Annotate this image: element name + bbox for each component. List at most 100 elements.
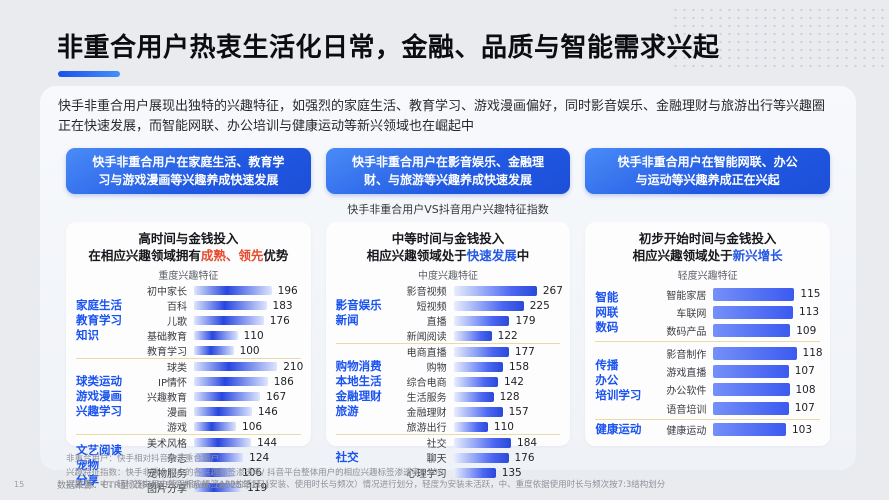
bar bbox=[453, 300, 524, 311]
page-number: 15 bbox=[14, 480, 25, 489]
banner-line: 快手非重合用户在影音娱乐、金融理 bbox=[352, 155, 545, 170]
bar bbox=[453, 437, 512, 448]
chart-panel: 高时间与金钱投入 在相应兴趣领域拥有成熟、领先优势 重度兴趣特征 家庭生活 教育学习 知识… bbox=[66, 222, 311, 495]
bar-value: 179 bbox=[515, 314, 536, 327]
bar-track: 100 bbox=[194, 345, 301, 357]
bar-label: 健康运动 bbox=[666, 426, 707, 438]
bar-value: 115 bbox=[800, 288, 821, 301]
bar-row: 数码产品 109 bbox=[657, 323, 820, 338]
subtitle-segment: 在相应兴趣领域拥有 bbox=[88, 247, 201, 263]
footnote: 兴趣重、中、轻标签由用户使用相应标签APP的活跃（安装、使用时长与频次）情况进行… bbox=[66, 480, 666, 491]
bar-value: 196 bbox=[277, 284, 298, 297]
bar bbox=[194, 483, 242, 493]
bar-row: 直播 179 bbox=[398, 313, 561, 329]
chart-panel: 中等时间与金钱投入 相应兴趣领域处于快速发展中 中度兴趣特征 影音娱乐 新闻 影音视频 26… bbox=[325, 222, 571, 480]
bar-value: 267 bbox=[542, 284, 563, 297]
bar-row: 游戏 106 bbox=[138, 419, 301, 435]
banner-family-education: 快手非重合用户在家庭生活、教育学 习与游戏漫画等兴趣养成快速发展 bbox=[66, 148, 311, 195]
interest-group: 传播 办公 培训学习 影音制作 118 游戏直播 107 办公软件 108 语音培训 107 bbox=[595, 341, 823, 419]
bar-label: 购物 bbox=[426, 363, 447, 375]
interest-group: 智能 网联 数码 智能家居 115 车联网 113 数码产品 109 bbox=[595, 283, 820, 341]
bar-value: 210 bbox=[283, 360, 304, 373]
group-rows: 美术风格 144 杂志 124 宠物服务 106 图片分享 119 bbox=[138, 435, 301, 496]
bar-value: 113 bbox=[799, 306, 820, 319]
panel-title: 中等时间与金钱投入 bbox=[391, 231, 505, 247]
bar-row: 车联网 113 bbox=[657, 305, 820, 320]
bar bbox=[194, 346, 234, 356]
bar bbox=[453, 421, 488, 432]
group-rows: 初中家长 196 百科 183 儿歌 176 基础教育 110 教育学习 100 bbox=[138, 283, 301, 359]
group-label-line: 球类运动 bbox=[76, 374, 122, 389]
bar-value: 158 bbox=[508, 360, 529, 373]
panel-subtitle: 相应兴趣领域处于快速发展中 bbox=[336, 248, 561, 265]
bar-track: 146 bbox=[194, 406, 301, 418]
bar-track: 179 bbox=[453, 314, 561, 327]
bar-value: 106 bbox=[242, 466, 263, 479]
bar bbox=[194, 422, 237, 432]
data-source: 数据来源：CTR星汉移动用户分析系统（2025年1月） bbox=[57, 481, 275, 491]
bar-track: 176 bbox=[453, 452, 561, 464]
group-label: 文艺阅读 宠物 分享 bbox=[76, 435, 138, 495]
bar bbox=[713, 346, 797, 360]
bar bbox=[194, 377, 268, 387]
bar-value: 183 bbox=[272, 299, 293, 312]
bar-row: 初中家长 196 bbox=[138, 283, 301, 299]
bar-track: 119 bbox=[194, 482, 301, 494]
bar-row: 电商直播 177 bbox=[398, 344, 561, 360]
panel-subtitle: 在相应兴趣领域拥有成熟、领先优势 bbox=[76, 248, 301, 265]
bar-row: 心理学习 135 bbox=[398, 465, 561, 481]
banner-line: 快手非重合用户在智能网联、办公 bbox=[617, 155, 798, 170]
interest-group: 健康运动 健康运动 103 bbox=[595, 418, 821, 439]
bar-value: 124 bbox=[249, 451, 270, 464]
bar-track: 118 bbox=[713, 346, 823, 360]
bar bbox=[453, 330, 492, 341]
group-label: 智能 网联 数码 bbox=[595, 283, 657, 341]
bar-value: 107 bbox=[794, 365, 815, 378]
bar-label: 语音培训 bbox=[666, 404, 707, 416]
panel-body: 影音娱乐 新闻 影音视频 267 短视频 225 直播 179 新闻阅读 122 购物消费 本地生活金… bbox=[335, 283, 563, 481]
group-label-line: 兴趣学习 bbox=[76, 404, 122, 419]
subtitle-segment: 成熟、领先 bbox=[200, 247, 264, 263]
bar-label: 宠物服务 bbox=[147, 469, 187, 481]
banner-line: 与运动等兴趣养成正在兴起 bbox=[635, 173, 780, 188]
bar-row: 杂志 124 bbox=[138, 450, 301, 466]
bar-row: 综合电商 142 bbox=[398, 374, 561, 390]
bar-label: 短视频 bbox=[416, 302, 447, 314]
bar bbox=[453, 315, 510, 326]
group-rows: 社交 184 聊天 176 心理学习 135 bbox=[398, 435, 561, 481]
page-title: 非重合用户热衷生活化日常，金融、品质与智能需求兴起 bbox=[57, 33, 720, 63]
bar-row: 基础教育 110 bbox=[138, 328, 301, 344]
group-label-line: 分享 bbox=[76, 472, 99, 487]
interest-group: 购物消费 本地生活 金融理财 旅游 电商直播 177 购物 158 综合电商 142 生活服务 128… bbox=[335, 343, 561, 434]
bar-track: 210 bbox=[194, 360, 304, 373]
group-rows: 影音制作 118 游戏直播 107 办公软件 108 语音培训 107 bbox=[657, 342, 823, 419]
bar-track: 184 bbox=[453, 437, 561, 449]
bar bbox=[713, 383, 790, 397]
interest-group: 社交 社交 184 聊天 176 心理学习 135 bbox=[335, 434, 561, 481]
banner-line: 习与游戏漫画等兴趣养成快速发展 bbox=[98, 173, 279, 188]
bar-value: 122 bbox=[497, 329, 518, 342]
bar-row: 美术风格 144 bbox=[138, 435, 301, 451]
axis-label: 重度兴趣特征 bbox=[158, 271, 219, 283]
bar-label: 社交 bbox=[426, 439, 447, 451]
bar-track: 108 bbox=[713, 383, 820, 397]
group-label: 球类运动 游戏漫画 兴趣学习 bbox=[76, 359, 138, 434]
bar-value: 176 bbox=[269, 314, 290, 327]
bar-value: 118 bbox=[802, 347, 823, 360]
group-label: 社交 bbox=[336, 435, 398, 480]
bar-track: 107 bbox=[713, 401, 820, 415]
bar bbox=[453, 285, 537, 296]
bar-track: 107 bbox=[713, 364, 820, 378]
subtitle-segment: 优势 bbox=[263, 247, 289, 263]
group-label-line: 文艺阅读 bbox=[76, 442, 122, 457]
bar bbox=[453, 361, 503, 372]
bar bbox=[194, 468, 237, 478]
bar-row: 健康运动 103 bbox=[657, 422, 820, 437]
group-label-line: 传播 bbox=[595, 357, 619, 372]
group-rows: 智能家居 115 车联网 113 数码产品 109 bbox=[657, 283, 820, 341]
bar-value: 108 bbox=[795, 383, 816, 396]
bar-value: 135 bbox=[501, 466, 522, 479]
bar-value: 186 bbox=[273, 375, 294, 388]
bar-label: 初中家长 bbox=[147, 287, 187, 299]
